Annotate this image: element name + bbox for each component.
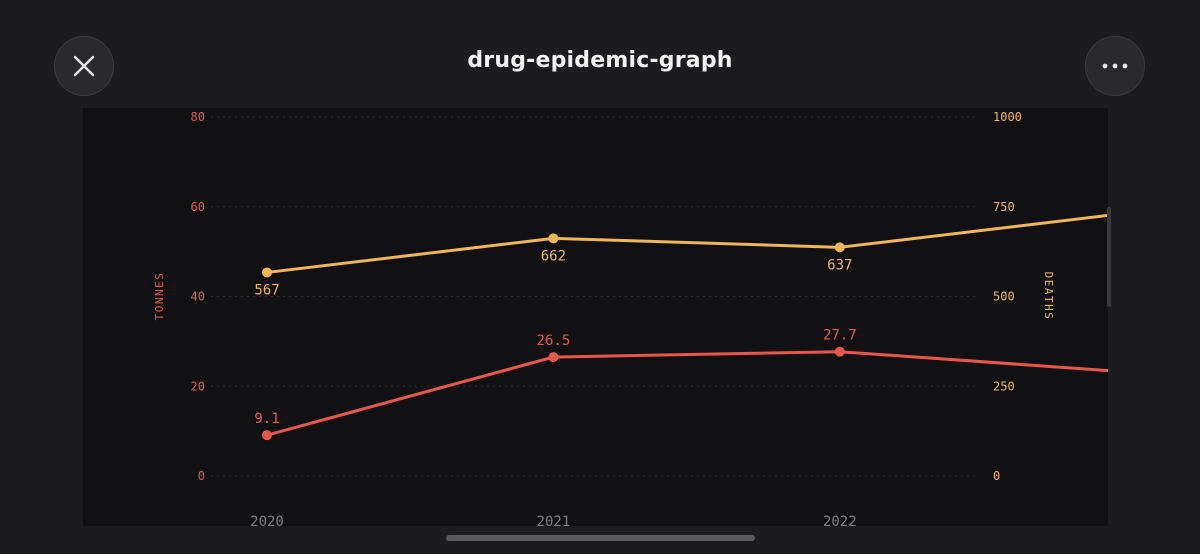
data-label: 567 [254, 282, 279, 298]
left-tick-label: 80 [191, 110, 205, 124]
top-bar: drug-epidemic-graph [0, 0, 1200, 108]
data-label: 27.7 [823, 328, 857, 344]
left-tick-label: 0 [198, 469, 205, 483]
x-tick-label: 2020 [250, 514, 284, 526]
right-tick-label: 750 [993, 200, 1015, 214]
series-line-deaths [266, 213, 1108, 274]
close-button[interactable] [54, 36, 114, 96]
data-label: 26.5 [537, 333, 571, 349]
point-marker [262, 430, 272, 441]
page-title: drug-epidemic-graph [467, 48, 733, 73]
point-marker [834, 242, 845, 253]
left-tick-label: 60 [191, 200, 205, 214]
home-indicator[interactable] [446, 535, 755, 541]
data-label: 637 [827, 257, 852, 273]
right-tick-label: 0 [993, 469, 1000, 483]
drug-epidemic-chart: 0 20 40 60 80 0 250 500 750 1000 TONNES DEATHS 2020 2… [153, 110, 1108, 526]
data-label: 662 [541, 248, 566, 264]
left-axis-title: TONNES [153, 272, 166, 321]
more-options-button[interactable] [1085, 36, 1145, 96]
right-tick-label: 500 [993, 290, 1015, 304]
point-marker [834, 346, 845, 357]
point-marker [262, 267, 272, 278]
right-axis-title: DEATHS [1042, 272, 1055, 321]
close-icon [73, 55, 95, 77]
chart-panel: 0 20 40 60 80 0 250 500 750 1000 TONNES DEATHS 2020 2… [83, 108, 1108, 526]
right-tick-label: 1000 [993, 110, 1022, 124]
data-label: 9.1 [254, 411, 279, 427]
series-line-tonnes [266, 350, 1108, 437]
point-marker [548, 352, 559, 363]
x-tick-label: 2022 [823, 514, 857, 526]
left-tick-label: 20 [191, 379, 205, 393]
left-tick-label: 40 [191, 290, 205, 304]
right-tick-label: 250 [993, 379, 1015, 393]
point-marker [548, 233, 559, 244]
more-icon [1102, 63, 1128, 69]
x-tick-label: 2021 [537, 514, 571, 526]
scrollbar[interactable] [1107, 207, 1111, 307]
